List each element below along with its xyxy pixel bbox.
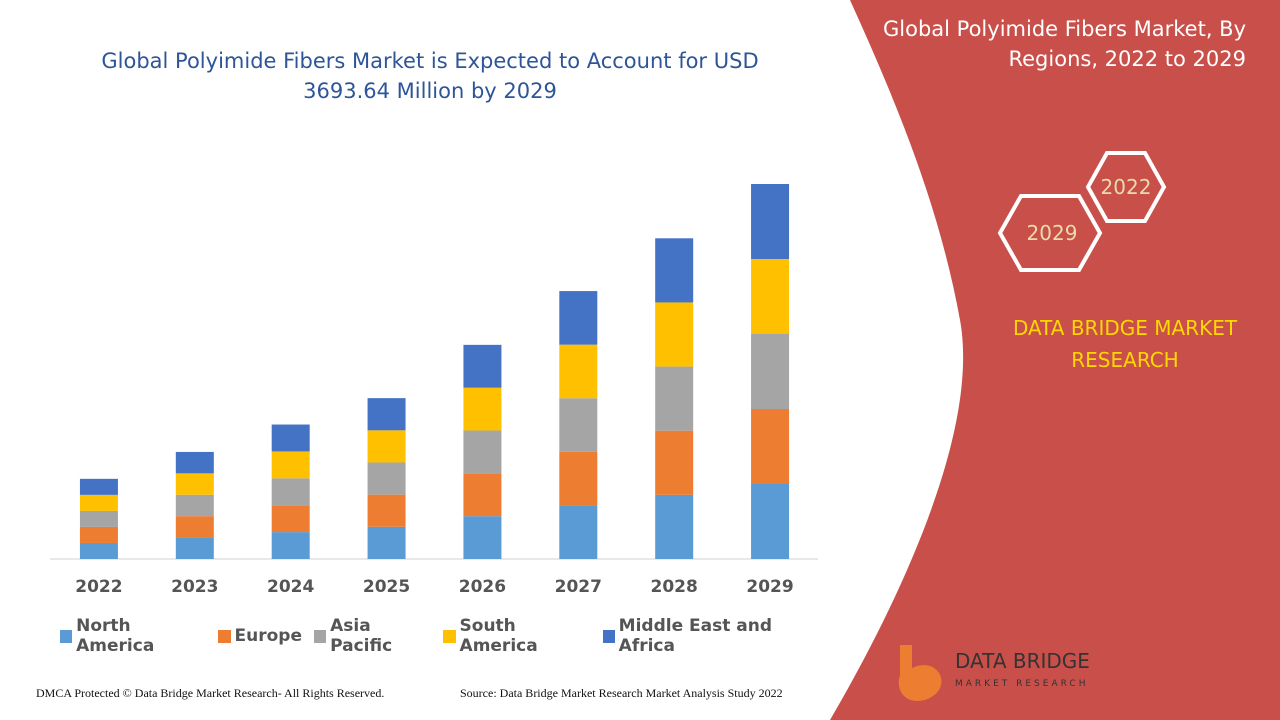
legend: North America Europe Asia Pacific South Ame… bbox=[60, 616, 820, 656]
bar-segment bbox=[463, 387, 502, 431]
bar-segment bbox=[655, 238, 694, 303]
bar-segment bbox=[559, 291, 598, 345]
x-tick-label: 2029 bbox=[746, 577, 793, 597]
bar-segment bbox=[559, 505, 598, 559]
bar-segment bbox=[751, 409, 790, 484]
hexagon bbox=[997, 194, 1103, 272]
x-tick-label: 2026 bbox=[459, 577, 506, 597]
bar-segment bbox=[367, 462, 406, 495]
legend-swatch bbox=[217, 629, 231, 643]
legend-item: Middle East and Africa bbox=[602, 616, 820, 656]
x-tick-label: 2027 bbox=[555, 577, 602, 597]
legend-item: North America bbox=[60, 616, 206, 656]
panel-title: Global Polyimide Fibers Market, By Regio… bbox=[883, 17, 1246, 71]
bar-segment bbox=[655, 366, 694, 431]
bar-segment bbox=[463, 473, 502, 517]
chart-title: Global Polyimide Fibers Market is Expect… bbox=[101, 49, 759, 103]
legend-item: South America bbox=[443, 616, 590, 656]
logo-name: DATA BRIDGE bbox=[955, 649, 1090, 673]
footer-left: DMCA Protected © Data Bridge Market Rese… bbox=[36, 686, 385, 700]
bar-segment bbox=[463, 344, 502, 388]
hex-label: 2029 bbox=[1027, 221, 1078, 245]
logo-icon bbox=[898, 645, 942, 701]
bar-segment bbox=[367, 494, 406, 527]
bar-segment bbox=[271, 505, 310, 533]
legend-label: Europe bbox=[234, 626, 302, 646]
legend-swatch bbox=[313, 629, 327, 643]
x-tick-label: 2028 bbox=[651, 577, 698, 597]
bar-segment bbox=[367, 430, 406, 463]
hex-label: 2022 bbox=[1101, 175, 1152, 199]
bar-segment bbox=[175, 451, 214, 474]
legend-label: Middle East and Africa bbox=[618, 616, 773, 656]
bar-segment bbox=[751, 259, 790, 334]
bar-segment bbox=[655, 494, 694, 559]
bar-segment bbox=[79, 510, 118, 527]
legend-label: Asia Pacific bbox=[330, 616, 393, 656]
bar-segment bbox=[271, 424, 310, 452]
side-panel bbox=[830, 0, 1280, 720]
bar-segment bbox=[175, 516, 214, 538]
bar-segment bbox=[175, 537, 214, 559]
bar-segment bbox=[559, 344, 598, 399]
bar-segment bbox=[79, 526, 118, 543]
bar-segment bbox=[271, 532, 310, 559]
bar-segment bbox=[271, 451, 310, 479]
footer-right: Source: Data Bridge Market Research Mark… bbox=[460, 686, 783, 700]
x-tick-label: 2025 bbox=[363, 577, 410, 597]
x-tick-label: 2022 bbox=[75, 577, 122, 597]
bar-segment bbox=[175, 494, 214, 517]
bar-segment bbox=[751, 484, 790, 559]
legend-swatch bbox=[602, 629, 615, 643]
bar-segment bbox=[79, 478, 118, 495]
bar-segment bbox=[751, 184, 790, 259]
bar-segment bbox=[79, 494, 118, 511]
bar-segment bbox=[655, 430, 694, 495]
bar-segment bbox=[751, 334, 790, 409]
legend-swatch bbox=[60, 629, 73, 643]
bar-segment bbox=[367, 526, 406, 559]
x-tick-label: 2023 bbox=[171, 577, 218, 597]
hexagon bbox=[1085, 151, 1167, 223]
bar-segment bbox=[463, 430, 502, 474]
brand: DATA BRIDGE MARKET RESEARCH bbox=[1012, 316, 1238, 372]
bar-segment bbox=[559, 398, 598, 452]
legend-label: South America bbox=[459, 616, 538, 656]
legend-item: Europe bbox=[217, 616, 302, 656]
legend-label: North America bbox=[76, 616, 155, 656]
bar-segment bbox=[463, 516, 502, 559]
bar-segment bbox=[271, 478, 310, 506]
bar-segment bbox=[655, 302, 694, 367]
legend-swatch bbox=[443, 629, 456, 643]
bar-segment bbox=[79, 542, 118, 559]
legend-item: Asia Pacific bbox=[313, 616, 431, 656]
bar-segment bbox=[367, 398, 406, 431]
logo-sub: MARKET RESEARCH bbox=[955, 679, 1088, 689]
bar-segment bbox=[559, 451, 598, 506]
bar-segment bbox=[175, 473, 214, 495]
x-tick-label: 2024 bbox=[267, 577, 314, 597]
